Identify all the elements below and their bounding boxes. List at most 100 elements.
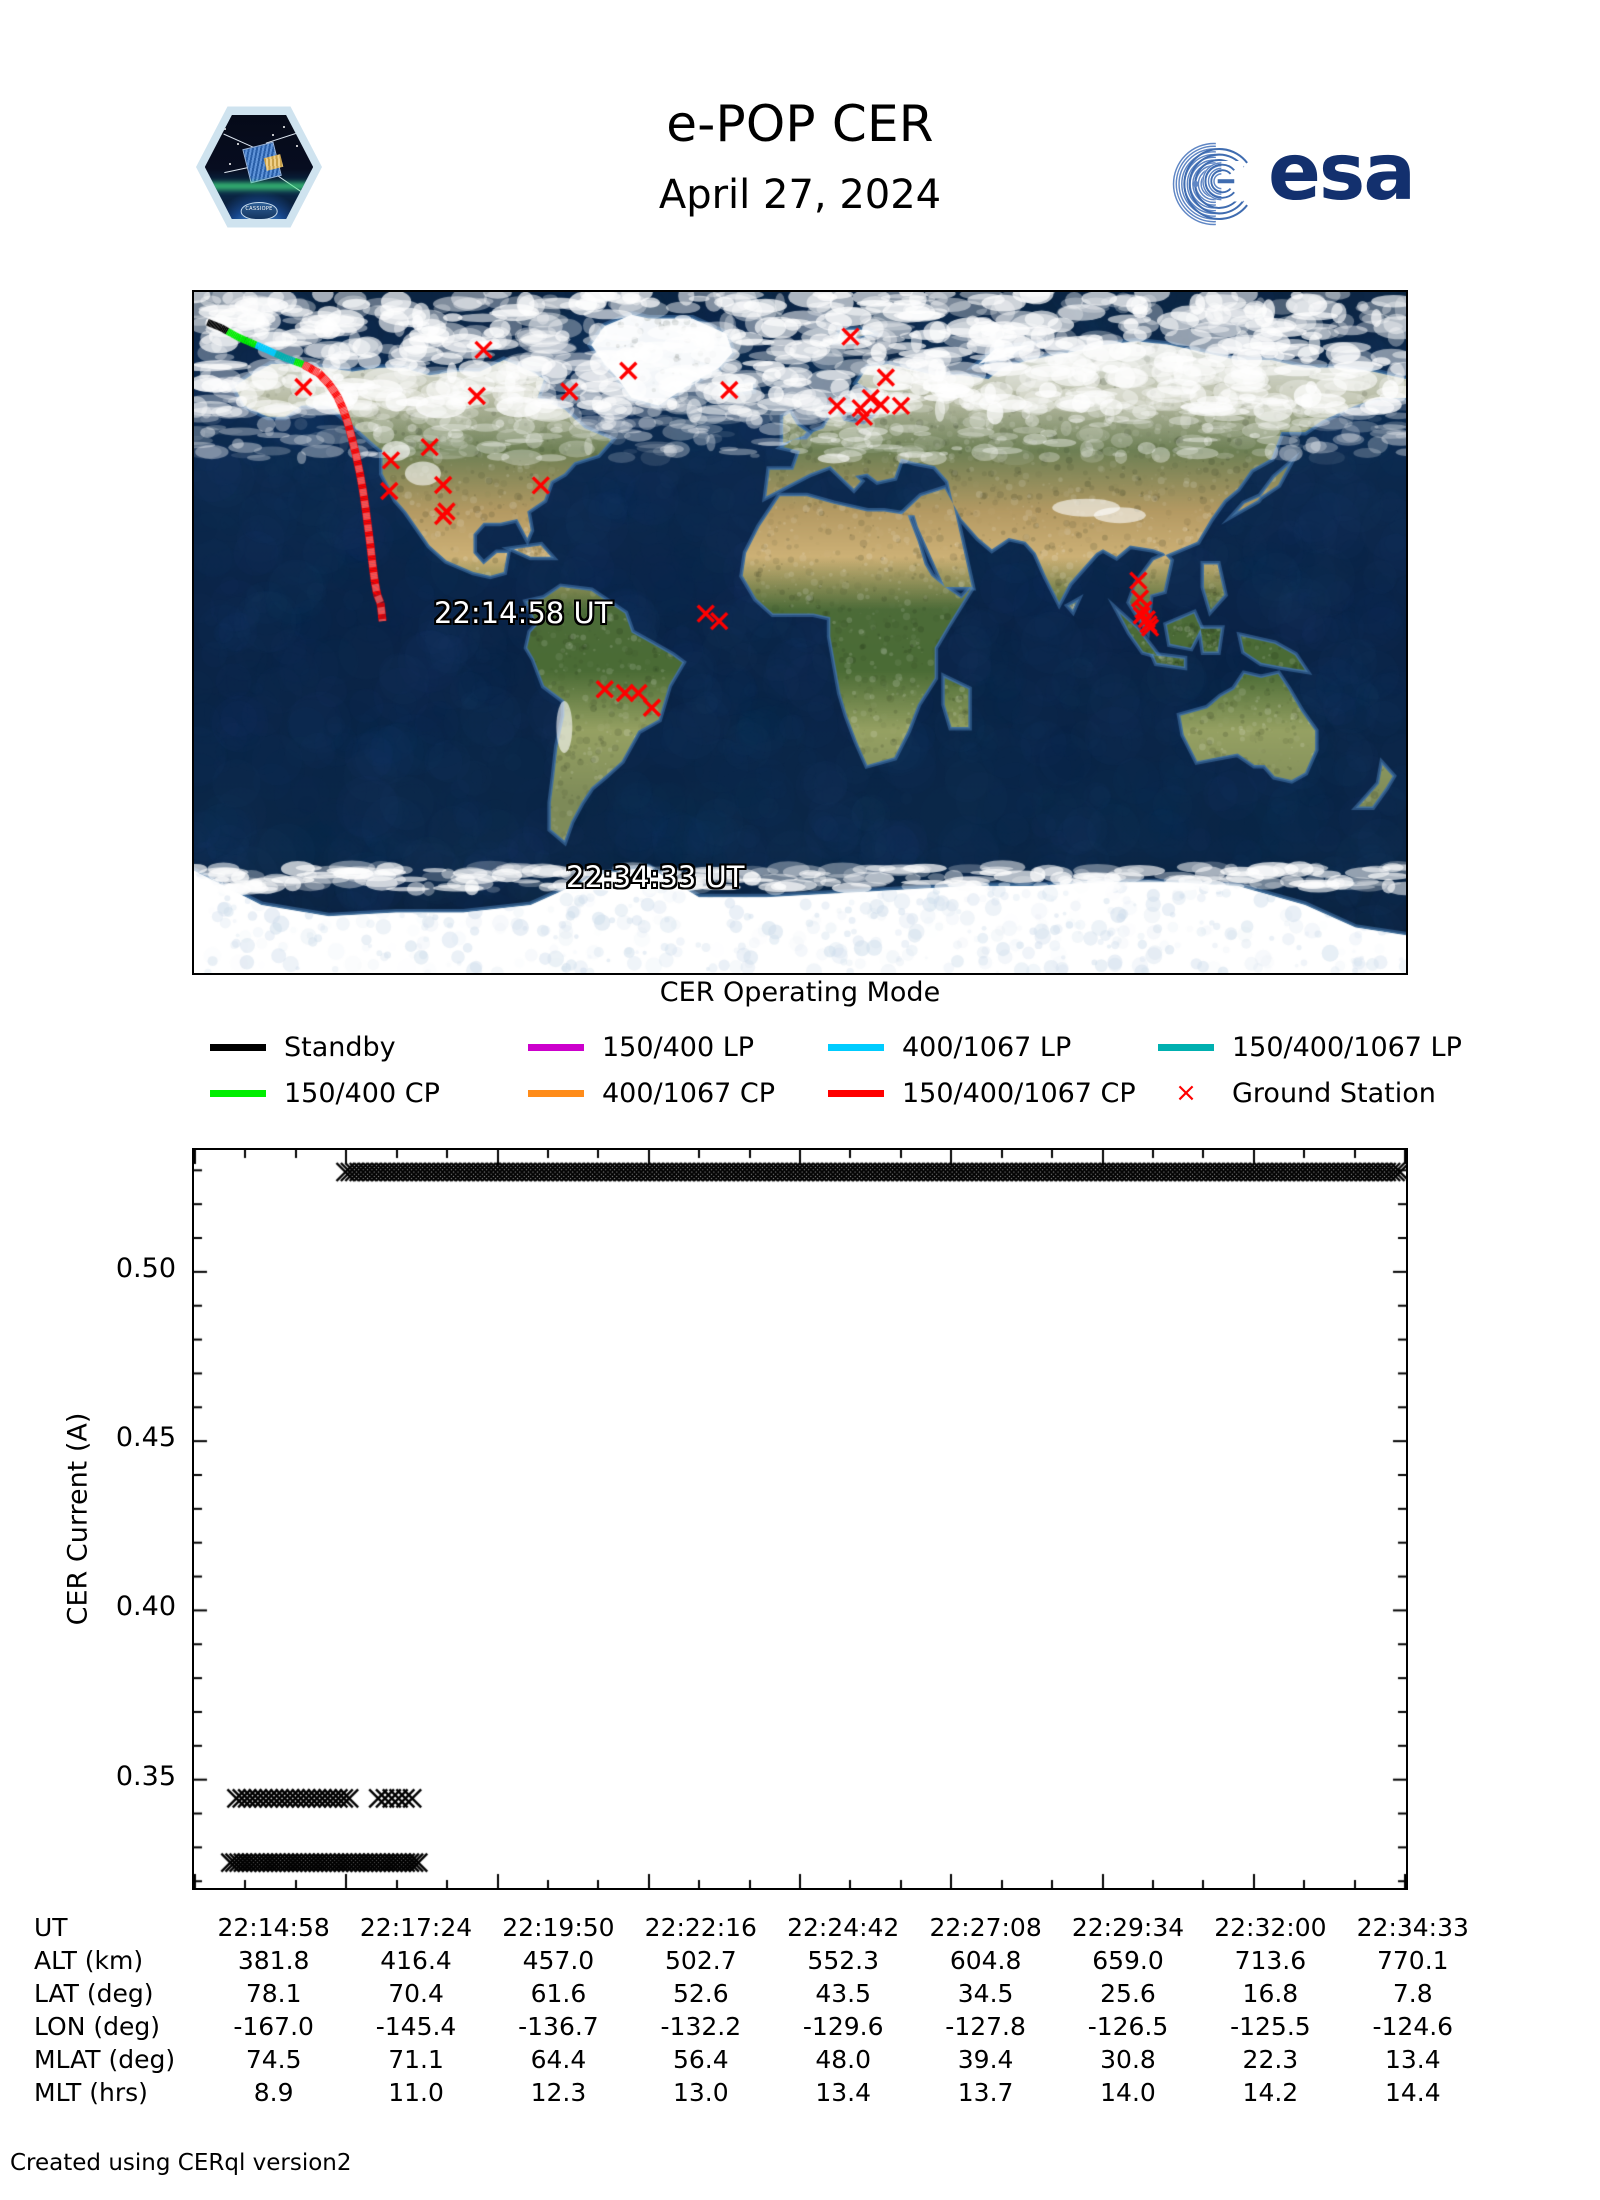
table-cell: 22:32:00 bbox=[1199, 1911, 1341, 1944]
table-cell: 22:14:58 bbox=[202, 1911, 344, 1944]
table-cell: -126.5 bbox=[1057, 2010, 1199, 2043]
table-cell: -136.7 bbox=[487, 2010, 629, 2043]
table-cell: 13.7 bbox=[914, 2076, 1056, 2109]
table-cell: 381.8 bbox=[202, 1944, 344, 1977]
operating-mode-legend: Standby 150/400 LP 400/1067 LP 150/400/1067… bbox=[210, 1027, 1440, 1113]
table-row: MLT (hrs) 8.9 11.0 12.3 13.0 13.4 13.7 14.0 14.2… bbox=[34, 2076, 1484, 2109]
esa-wordmark: esa bbox=[1268, 134, 1414, 212]
map-caption: CER Operating Mode bbox=[0, 977, 1600, 1008]
table-row: ALT (km) 381.8 416.4 457.0 502.7 552.3 604.8 65… bbox=[34, 1944, 1484, 1977]
legend-item-label: 150/400 CP bbox=[284, 1078, 440, 1109]
table-row-label: MLAT (deg) bbox=[34, 2043, 202, 2076]
esa-emblem-icon bbox=[1168, 138, 1260, 230]
legend-color-swatch bbox=[828, 1090, 884, 1097]
table-cell: -145.4 bbox=[345, 2010, 487, 2043]
table-cell: 34.5 bbox=[914, 1977, 1056, 2010]
table-cell: 659.0 bbox=[1057, 1944, 1199, 1977]
legend-color-swatch bbox=[528, 1090, 584, 1097]
table-cell: 70.4 bbox=[345, 1977, 487, 2010]
table-row: MLAT (deg) 74.5 71.1 64.4 56.4 48.0 39.4 30.8 22… bbox=[34, 2043, 1484, 2076]
table-cell: -132.2 bbox=[630, 2010, 772, 2043]
table-cell: 14.4 bbox=[1342, 2076, 1484, 2109]
legend-color-swatch bbox=[210, 1044, 266, 1051]
legend-item-150-400-1067-cp[interactable]: 150/400/1067 CP bbox=[828, 1073, 1136, 1113]
table-cell: 7.8 bbox=[1342, 1977, 1484, 2010]
table-cell: 713.6 bbox=[1199, 1944, 1341, 1977]
table-cell: 22:17:24 bbox=[345, 1911, 487, 1944]
table-row-label: ALT (km) bbox=[34, 1944, 202, 1977]
table-cell: 61.6 bbox=[487, 1977, 629, 2010]
table-row: LON (deg) -167.0 -145.4 -136.7 -132.2 -129.6 -… bbox=[34, 2010, 1484, 2043]
legend-item-label: Standby bbox=[284, 1032, 396, 1063]
table-cell: 64.4 bbox=[487, 2043, 629, 2076]
table-cell: 416.4 bbox=[345, 1944, 487, 1977]
table-cell: -167.0 bbox=[202, 2010, 344, 2043]
table-cell: 39.4 bbox=[914, 2043, 1056, 2076]
table-cell: 11.0 bbox=[345, 2076, 487, 2109]
world-map-panel[interactable]: 22:14:58 UT 22:34:33 UT bbox=[192, 290, 1408, 975]
legend-item-ground-station[interactable]: × Ground Station bbox=[1158, 1073, 1436, 1113]
satellite-panel-icon bbox=[264, 154, 284, 171]
table-cell: 16.8 bbox=[1199, 1977, 1341, 2010]
legend-item-150-400-cp[interactable]: 150/400 CP bbox=[210, 1073, 440, 1113]
table-cell: 12.3 bbox=[487, 2076, 629, 2109]
table-cell: 52.6 bbox=[630, 1977, 772, 2010]
legend-item-label: 150/400 LP bbox=[602, 1032, 754, 1063]
legend-color-swatch bbox=[528, 1044, 584, 1051]
y-axis-tick-label: 0.45 bbox=[80, 1422, 176, 1453]
world-map-canvas bbox=[194, 292, 1406, 973]
y-axis-tick-label: 0.40 bbox=[80, 1591, 176, 1622]
legend-item-400-1067-cp[interactable]: 400/1067 CP bbox=[528, 1073, 775, 1113]
table-row: UT 22:14:58 22:17:24 22:19:50 22:22:16 22:24:… bbox=[34, 1911, 1484, 1944]
ephemeris-table: UT 22:14:58 22:17:24 22:19:50 22:22:16 22:24:… bbox=[34, 1911, 1484, 2109]
table-row: LAT (deg) 78.1 70.4 61.6 52.6 43.5 34.5 25.6 16.… bbox=[34, 1977, 1484, 2010]
table-cell: 14.0 bbox=[1057, 2076, 1199, 2109]
legend-color-swatch bbox=[1158, 1044, 1214, 1051]
legend-item-150-400-1067-lp[interactable]: 150/400/1067 LP bbox=[1158, 1027, 1462, 1067]
table-cell: 22:22:16 bbox=[630, 1911, 772, 1944]
legend-item-label: 400/1067 LP bbox=[902, 1032, 1071, 1063]
legend-item-400-1067-lp[interactable]: 400/1067 LP bbox=[828, 1027, 1071, 1067]
table-cell: 22.3 bbox=[1199, 2043, 1341, 2076]
table-cell: 770.1 bbox=[1342, 1944, 1484, 1977]
legend-item-label: 150/400/1067 CP bbox=[902, 1078, 1136, 1109]
legend-item-standby[interactable]: Standby bbox=[210, 1027, 396, 1067]
table-cell: 22:34:33 bbox=[1342, 1911, 1484, 1944]
table-cell: 502.7 bbox=[630, 1944, 772, 1977]
table-row-label: LAT (deg) bbox=[34, 1977, 202, 2010]
legend-item-label: 400/1067 CP bbox=[602, 1078, 775, 1109]
table-cell: 14.2 bbox=[1199, 2076, 1341, 2109]
ground-station-marker-icon: × bbox=[1158, 1078, 1214, 1108]
cer-current-plot[interactable] bbox=[192, 1148, 1408, 1890]
y-axis-tick-label: 0.35 bbox=[80, 1761, 176, 1792]
table-cell: 552.3 bbox=[772, 1944, 914, 1977]
table-cell: 13.4 bbox=[1342, 2043, 1484, 2076]
table-cell: 13.4 bbox=[772, 2076, 914, 2109]
table-cell: 457.0 bbox=[487, 1944, 629, 1977]
legend-item-label: 150/400/1067 LP bbox=[1232, 1032, 1462, 1063]
table-cell: 78.1 bbox=[202, 1977, 344, 2010]
table-cell: 71.1 bbox=[345, 2043, 487, 2076]
table-cell: 30.8 bbox=[1057, 2043, 1199, 2076]
legend-color-swatch bbox=[210, 1090, 266, 1097]
legend-item-150-400-lp[interactable]: 150/400 LP bbox=[528, 1027, 754, 1067]
legend-row-bottom: 150/400 CP 400/1067 CP 150/400/1067 CP × Gro… bbox=[210, 1073, 1440, 1113]
table-cell: -127.8 bbox=[914, 2010, 1056, 2043]
page-header: CASSIOPE e-POP CER April 27, 2024 bbox=[0, 0, 1600, 210]
orbit-end-time-label: 22:34:33 UT bbox=[566, 860, 744, 894]
table-cell: 604.8 bbox=[914, 1944, 1056, 1977]
table-cell: 25.6 bbox=[1057, 1977, 1199, 2010]
table-cell: -129.6 bbox=[772, 2010, 914, 2043]
table-cell: 8.9 bbox=[202, 2076, 344, 2109]
table-cell: -124.6 bbox=[1342, 2010, 1484, 2043]
ephemeris-table-grid: UT 22:14:58 22:17:24 22:19:50 22:22:16 22:24:… bbox=[34, 1911, 1484, 2109]
table-cell: 22:27:08 bbox=[914, 1911, 1056, 1944]
table-row-label: MLT (hrs) bbox=[34, 2076, 202, 2109]
esa-logo: esa bbox=[1168, 138, 1458, 230]
footer-credit: Created using CERql version2 bbox=[10, 2150, 352, 2176]
cer-current-canvas bbox=[194, 1150, 1406, 1888]
table-cell: 43.5 bbox=[772, 1977, 914, 2010]
table-cell: 74.5 bbox=[202, 2043, 344, 2076]
table-cell: 22:29:34 bbox=[1057, 1911, 1199, 1944]
legend-item-label: Ground Station bbox=[1232, 1078, 1436, 1109]
